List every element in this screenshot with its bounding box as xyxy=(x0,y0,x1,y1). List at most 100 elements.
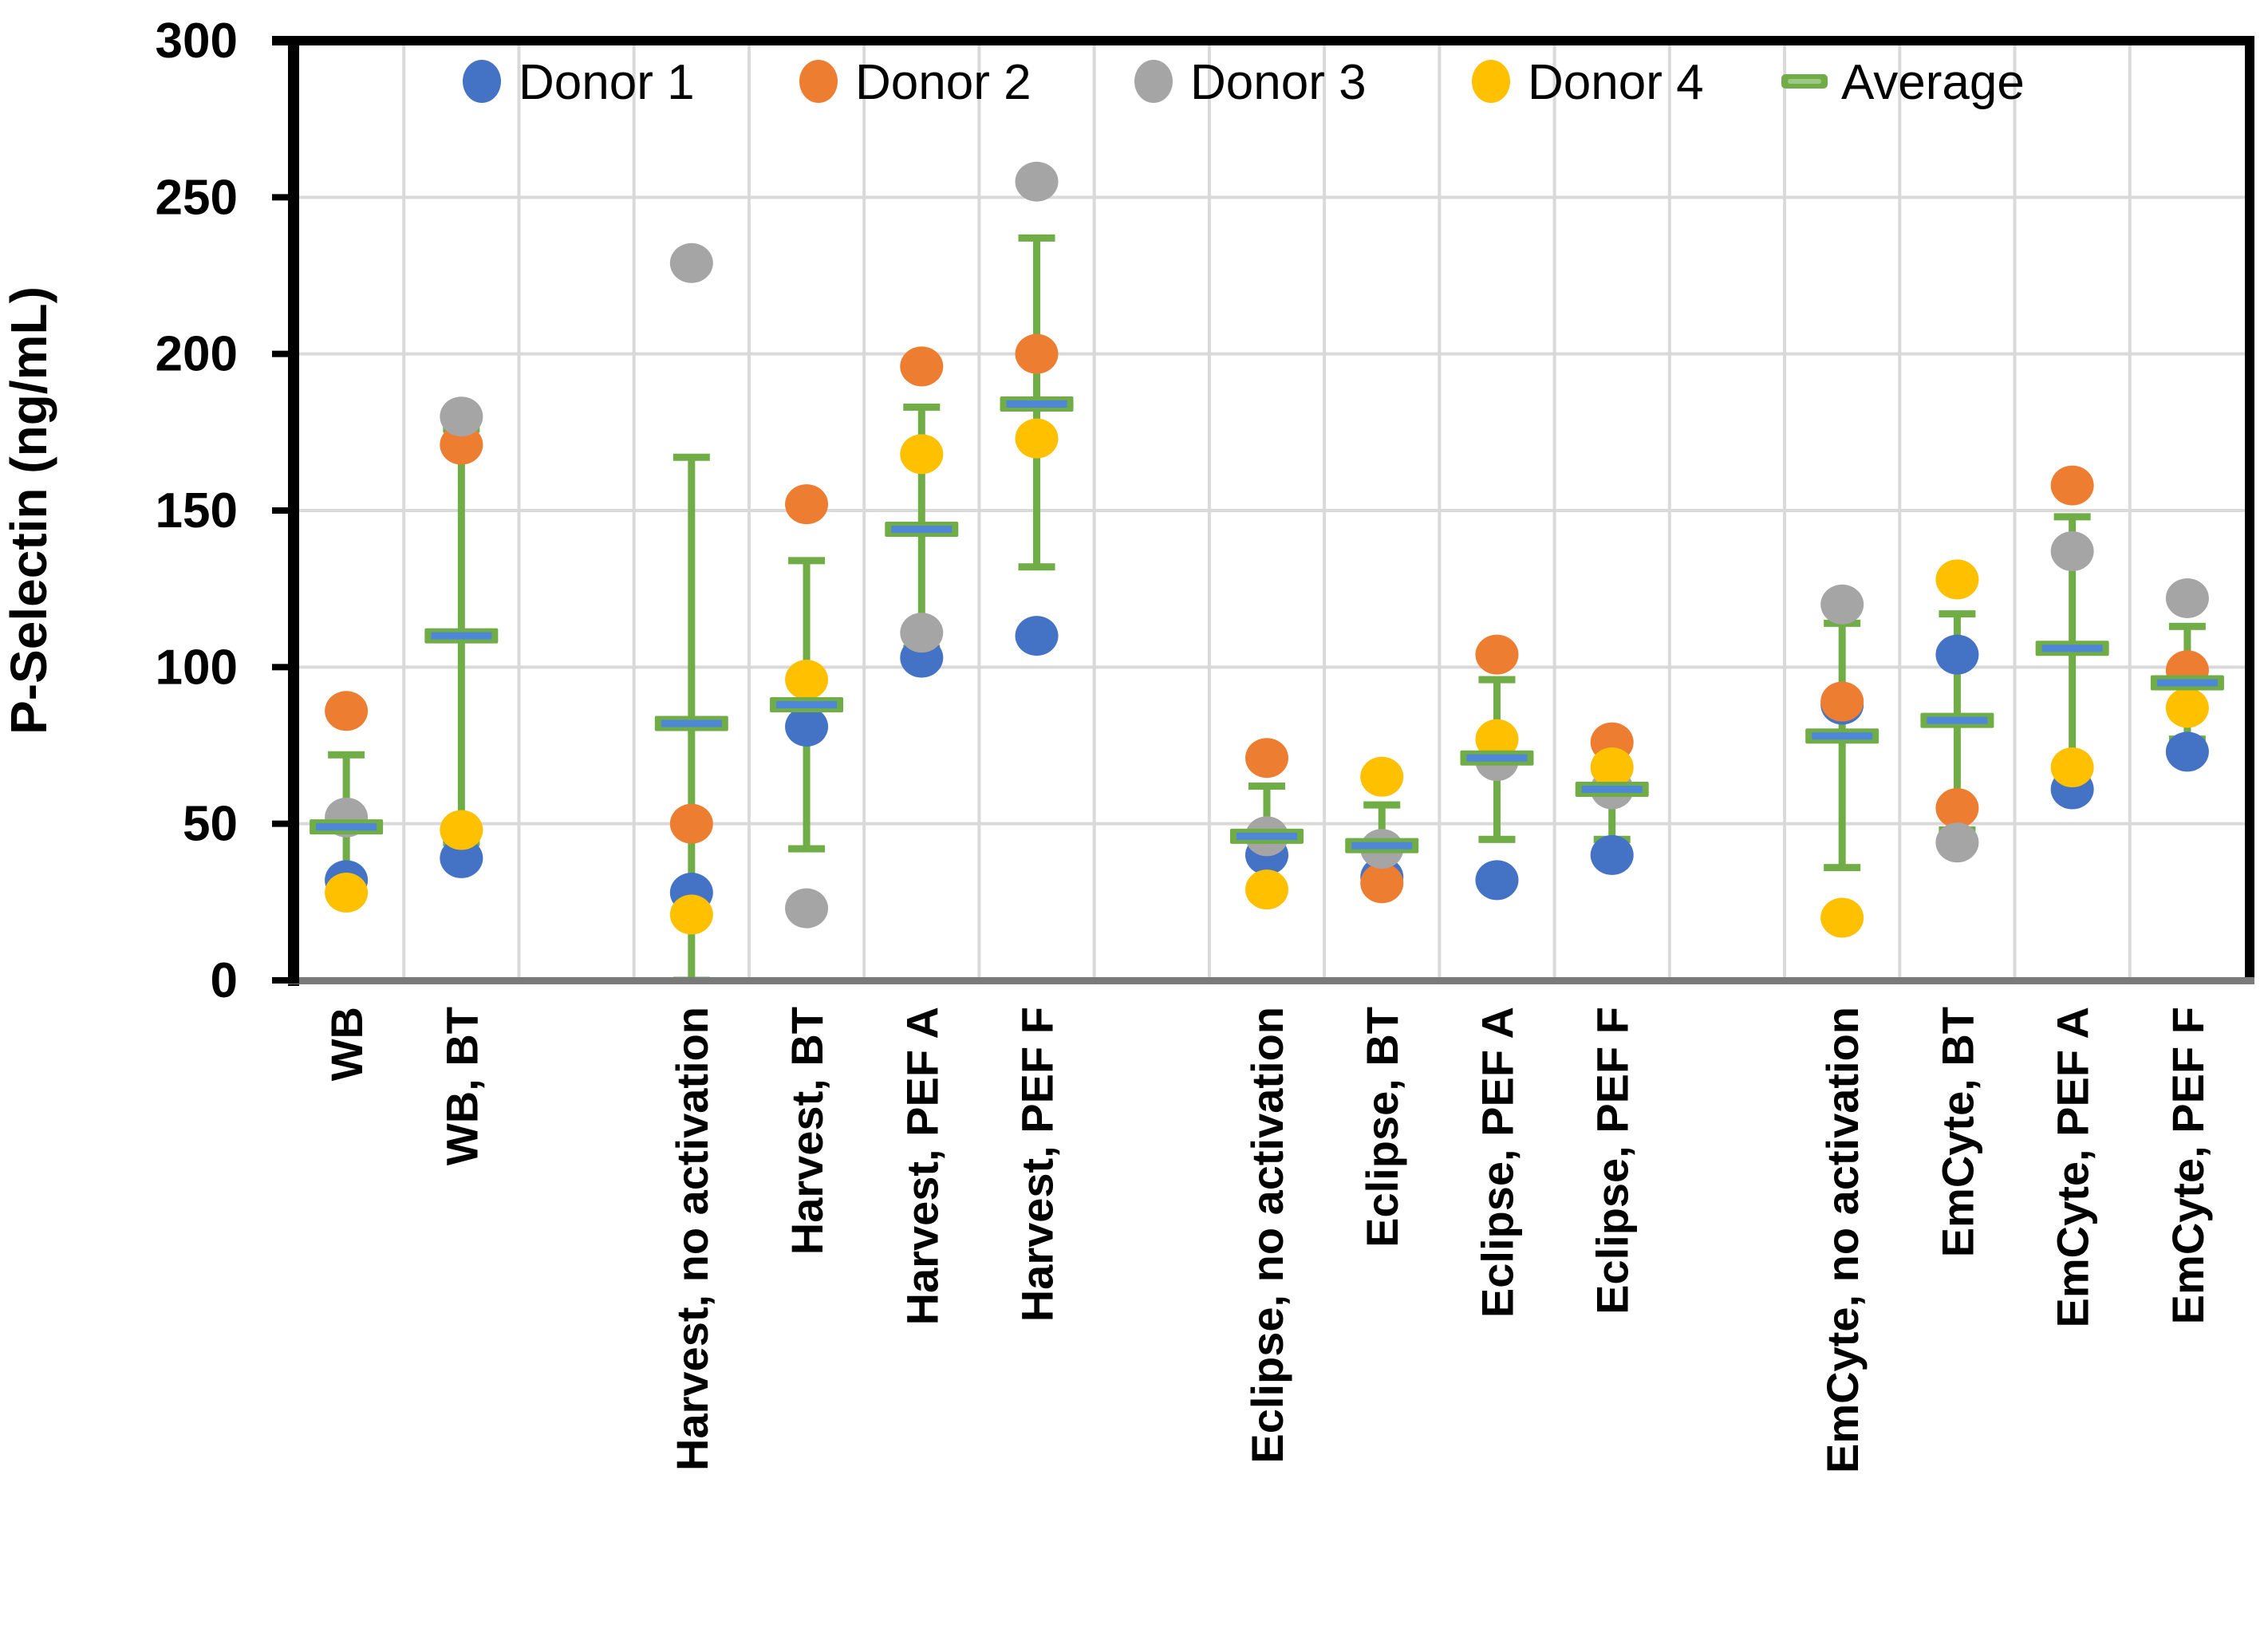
y-tick-label: 150 xyxy=(156,483,238,538)
average-marker xyxy=(2035,641,2109,656)
average-marker xyxy=(310,819,384,835)
error-bar-cap-top xyxy=(673,453,710,461)
category-label: WB xyxy=(321,1007,372,1081)
x-category-labels: WB WB, BT Harvest, no activation Harvest, B… xyxy=(321,1007,2213,1473)
donor-1-dot xyxy=(785,706,829,747)
error-bar-cap-top xyxy=(1363,801,1401,809)
error-bar-cap-top xyxy=(2053,513,2091,521)
donor-1-dot xyxy=(1590,834,1634,875)
y-tick-label: 50 xyxy=(183,797,238,852)
average-marker xyxy=(1805,728,1879,744)
donor-1-dot xyxy=(2165,731,2209,772)
donor-2-dot xyxy=(325,691,369,731)
donor-3-dot xyxy=(785,888,829,928)
legend-donor-2-icon xyxy=(799,60,838,103)
donor-3-dot xyxy=(1820,584,1864,625)
average-marker-inner xyxy=(891,526,953,534)
donor-2-dot xyxy=(1820,681,1864,722)
y-axis-title: P-Selectin (ng/mL) xyxy=(0,286,57,735)
data-points xyxy=(325,161,2209,938)
y-gridlines xyxy=(289,195,2245,826)
legend-item: Donor 3 xyxy=(1134,55,1367,110)
y-tick-mark xyxy=(272,37,299,44)
donor-1-dot xyxy=(1015,616,1059,656)
average-marker xyxy=(1575,781,1649,797)
donor-2-dot xyxy=(440,424,483,465)
average-marker xyxy=(1230,828,1304,844)
x-axis-line xyxy=(288,977,2254,984)
legend-item: Average xyxy=(1781,55,2025,110)
average-marker-inner xyxy=(661,720,722,727)
error-bar-cap-top xyxy=(328,751,365,759)
legend: Donor 1 Donor 2 Donor 3 Donor 4 Average xyxy=(463,55,2025,110)
donor-3-dot xyxy=(1935,822,1979,863)
donor-4-dot xyxy=(325,873,369,913)
average-marker xyxy=(770,696,844,712)
error-bar-cap-top xyxy=(788,557,826,565)
average-marker-inner xyxy=(316,823,377,831)
donor-3-dot xyxy=(440,396,483,437)
donor-2-dot xyxy=(1245,738,1288,779)
error-bar-cap-top xyxy=(1018,234,1055,242)
donor-1-dot xyxy=(1935,634,1979,675)
y-tick-mark xyxy=(272,194,299,201)
legend-donor-3-icon xyxy=(1134,60,1173,103)
category-label: Harvest, PEF F xyxy=(1012,1007,1063,1322)
error-bar-cap-bottom xyxy=(1478,835,1516,843)
y-tick-mark xyxy=(272,507,299,514)
y-tick-label: 200 xyxy=(156,327,238,382)
y-tick-mark xyxy=(272,350,299,357)
donor-4-dot xyxy=(785,660,829,700)
donor-4-dot xyxy=(1820,897,1864,938)
donor-4-dot xyxy=(1015,418,1059,459)
average-marker xyxy=(1920,712,1994,728)
average-marker xyxy=(1460,750,1534,766)
x-gridlines xyxy=(402,41,2132,980)
donor-2-dot xyxy=(1475,634,1519,675)
donor-3-dot xyxy=(2050,531,2094,572)
category-label: Harvest, no activation xyxy=(667,1007,717,1471)
donor-2-dot xyxy=(1360,863,1404,904)
error-bar-cap-bottom xyxy=(788,845,826,853)
legend-label: Donor 4 xyxy=(1528,55,1704,110)
donor-4-dot xyxy=(669,894,713,935)
legend-label: Average xyxy=(1841,55,2025,110)
average-marker-inner xyxy=(1927,716,1988,724)
donor-2-dot xyxy=(785,484,829,525)
average-marker xyxy=(885,522,959,538)
average-marker-inner xyxy=(1351,842,1413,850)
category-label: Harvest, BT xyxy=(782,1007,832,1255)
error-bar-cap-top xyxy=(2168,622,2206,630)
donor-1-dot xyxy=(1475,860,1519,901)
category-label: Eclipse, PEF A xyxy=(1472,1007,1522,1318)
category-label: Harvest, PEF A xyxy=(897,1007,947,1325)
error-bar-cap-top xyxy=(1248,783,1285,790)
legend-label: Donor 3 xyxy=(1190,55,1367,110)
legend-item: Donor 2 xyxy=(799,55,1031,110)
error-bar-cap-top xyxy=(1478,676,1516,684)
donor-4-dot xyxy=(1360,756,1404,797)
donor-2-dot xyxy=(2050,465,2094,506)
average-marker xyxy=(1345,838,1419,854)
category-label: WB, BT xyxy=(436,1007,487,1165)
donor-4-dot xyxy=(2165,688,2209,728)
donor-2-dot xyxy=(1935,788,1979,829)
average-markers xyxy=(310,396,2224,854)
donor-4-dot xyxy=(1590,747,1634,787)
average-marker xyxy=(424,628,499,644)
y-tick-label: 300 xyxy=(156,14,238,69)
donor-4-dot xyxy=(1935,559,1979,600)
average-marker-inner xyxy=(2156,679,2218,687)
y-tick-mark xyxy=(272,664,299,671)
average-marker-inner xyxy=(1006,400,1067,408)
average-marker-inner xyxy=(431,632,492,640)
y-tick-mark xyxy=(272,820,299,827)
legend-item: Donor 1 xyxy=(463,55,695,110)
donor-4-dot xyxy=(2050,747,2094,787)
legend-donor-4-icon xyxy=(1472,60,1510,103)
y-tick-label: 0 xyxy=(211,953,238,1008)
y-tick-label: 250 xyxy=(156,170,238,225)
donor-4-dot xyxy=(1475,719,1519,759)
average-marker-inner xyxy=(1237,832,1297,840)
